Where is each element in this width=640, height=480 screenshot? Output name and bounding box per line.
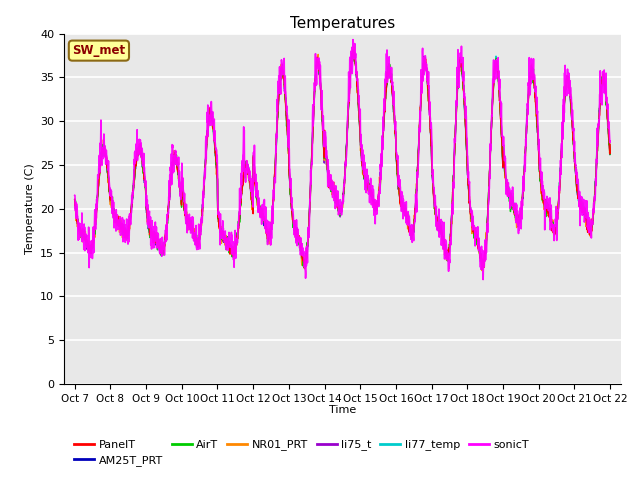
- Text: SW_met: SW_met: [72, 44, 125, 57]
- X-axis label: Time: Time: [329, 405, 356, 415]
- Legend: PanelT, AM25T_PRT, AirT, NR01_PRT, li75_t, li77_temp, sonicT: PanelT, AM25T_PRT, AirT, NR01_PRT, li75_…: [70, 435, 533, 470]
- Title: Temperatures: Temperatures: [290, 16, 395, 31]
- Y-axis label: Temperature (C): Temperature (C): [24, 163, 35, 254]
